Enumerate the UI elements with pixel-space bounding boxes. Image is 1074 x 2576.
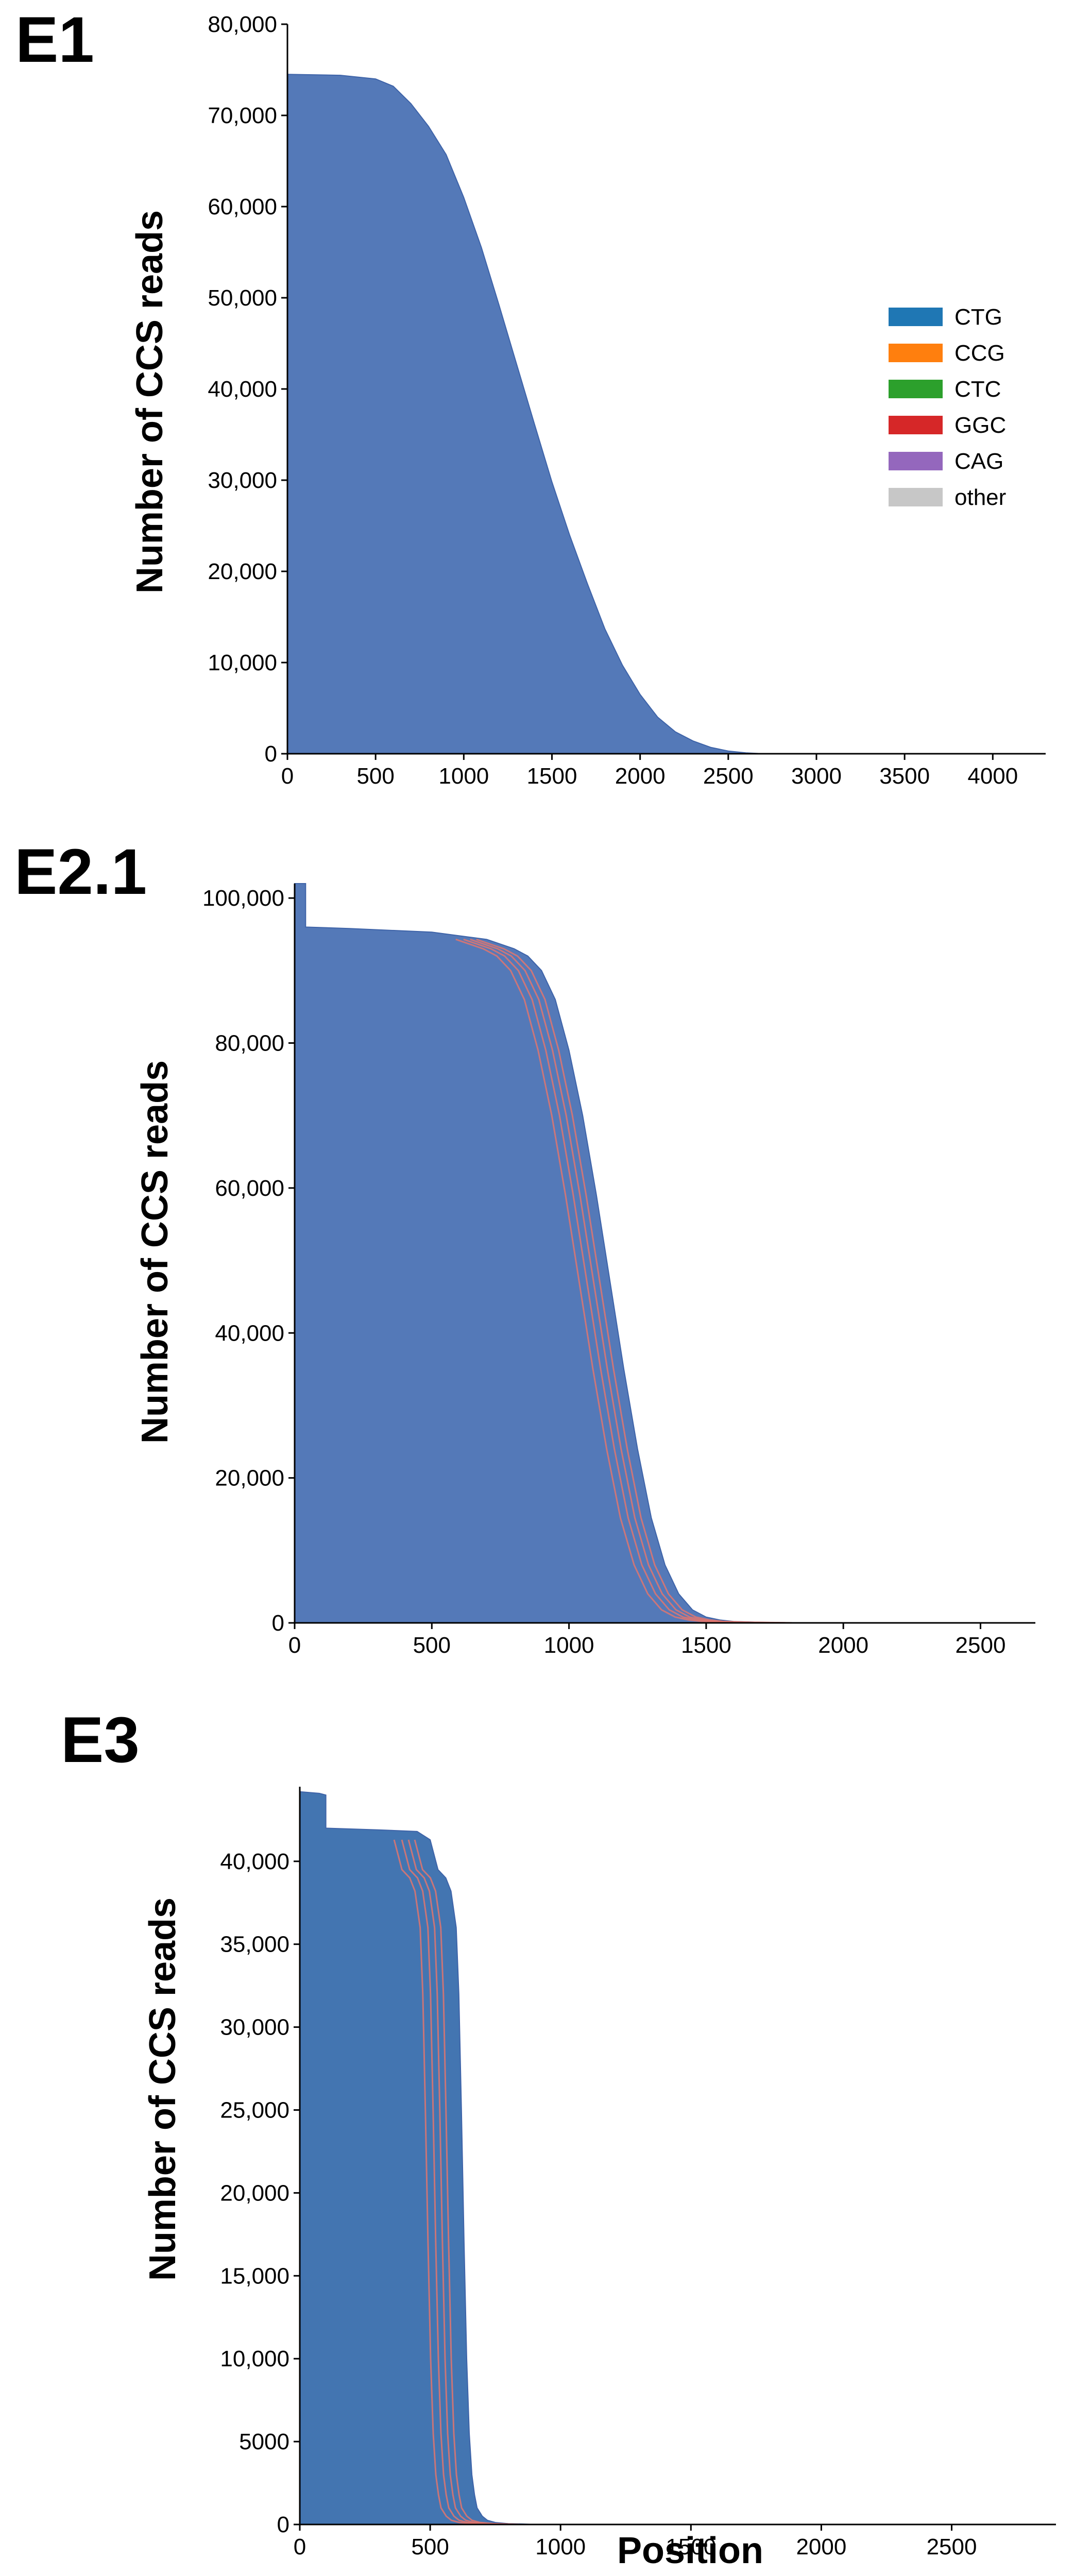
y-tick-label-e2-1-100000: 100,000: [202, 886, 284, 911]
plot-area-e1: 0 500 1000 1500 2000 2500 3000 3500 4000 0 10,000 2…: [208, 12, 1046, 789]
y-tick-label-e1-10000: 10,000: [208, 650, 277, 675]
area-series-e1-ctg: [287, 74, 1046, 754]
y-tick-label-e3-5000: 5000: [239, 2429, 289, 2454]
y-tick-label-e1-20000: 20,000: [208, 559, 277, 584]
x-tick-label-e3-1000: 1000: [535, 2534, 586, 2560]
legend-swatch-ggc: [889, 416, 943, 434]
x-tick-label-e3-2500: 2500: [927, 2534, 977, 2560]
x-tick-label-e1-2500: 2500: [703, 764, 754, 789]
y-tick-label-e3-0: 0: [277, 2512, 289, 2537]
legend-label-cag: CAG: [954, 449, 1003, 474]
legend-swatch-ctg: [889, 308, 943, 326]
x-tick-label-e1-2000: 2000: [615, 764, 666, 789]
panel-label-e1: E1: [15, 4, 94, 76]
y-tick-label-e1-50000: 50,000: [208, 285, 277, 311]
legend-label-ctc: CTC: [954, 377, 1001, 402]
panel-label-e3: E3: [61, 1704, 140, 1776]
stripe-e2-1-ccg-3: [476, 938, 792, 1624]
x-tick-label-e2-1-2000: 2000: [818, 1633, 868, 1658]
panel-e1: E1 0 500 1000 1500 2000 2500 3000 3500 4000 0 10,0…: [15, 4, 1046, 789]
panel-e3: E3 0 500 1000 1500 2000 2500 0 5000 10,000 15,000…: [61, 1704, 1056, 2571]
y-tick-label-e3-35000: 35,000: [220, 1932, 289, 1957]
y-tick-label-e1-60000: 60,000: [208, 194, 277, 219]
y-tick-label-e3-25000: 25,000: [220, 2098, 289, 2123]
y-tick-label-e1-0: 0: [265, 741, 277, 767]
stripe-e3-ccg-0: [393, 1839, 499, 2526]
y-tick-label-e3-40000: 40,000: [220, 1849, 289, 1874]
y-tick-label-e3-30000: 30,000: [220, 2015, 289, 2040]
stripe-e2-1-ccg-0: [455, 938, 772, 1624]
y-tick-label-e3-15000: 15,000: [220, 2263, 289, 2289]
x-tick-label-e3-2000: 2000: [796, 2534, 846, 2560]
x-tick-label-e2-1-1500: 1500: [681, 1633, 731, 1658]
legend-label-ccg: CCG: [954, 341, 1005, 366]
y-tick-label-e2-1-0: 0: [272, 1611, 284, 1636]
x-tick-label-e1-4000: 4000: [967, 764, 1018, 789]
y-tick-label-e2-1-80000: 80,000: [215, 1031, 284, 1056]
y-tick-label-e2-1-40000: 40,000: [215, 1320, 284, 1346]
x-tick-label-e1-1500: 1500: [527, 764, 577, 789]
x-tick-label-e3-0: 0: [294, 2534, 306, 2560]
panel-e2-1: E2.1 0 500 1000 1500 2000 2500 0 20,000 40,000 60…: [14, 836, 1035, 1658]
x-tick-label-e3-1500: 1500: [666, 2534, 716, 2560]
x-tick-label-e1-3000: 3000: [791, 764, 842, 789]
legend-label-ctg: CTG: [954, 304, 1002, 330]
x-axis-title-e3: Position: [617, 2530, 763, 2571]
stripe-e2-1-ccg-1: [463, 938, 779, 1624]
y-axis-title-e3: Number of CCS reads: [142, 1897, 183, 2281]
legend-swatch-ctc: [889, 380, 943, 398]
y-axis-title-e1: Number of CCS reads: [129, 210, 171, 594]
y-tick-label-e1-80000: 80,000: [208, 12, 277, 37]
y-tick-label-e3-20000: 20,000: [220, 2180, 289, 2206]
legend-swatch-ccg: [889, 344, 943, 362]
x-tick-label-e1-1000: 1000: [438, 764, 489, 789]
legend-swatch-cag: [889, 452, 943, 470]
y-tick-label-e2-1-60000: 60,000: [215, 1176, 284, 1201]
plot-area-e2-1: 0 500 1000 1500 2000 2500 0 20,000 40,000 60,000 8…: [202, 883, 1035, 1658]
x-tick-label-e1-0: 0: [281, 764, 294, 789]
legend-label-ggc: GGC: [954, 413, 1006, 438]
x-tick-label-e2-1-2500: 2500: [956, 1633, 1006, 1658]
legend-e1: CTG CCG CTC GGC CAG other: [889, 304, 1006, 510]
x-tick-label-e1-3500: 3500: [879, 764, 930, 789]
x-tick-label-e3-500: 500: [411, 2534, 449, 2560]
y-axis-title-e2-1: Number of CCS reads: [134, 1060, 176, 1444]
y-tick-label-e1-40000: 40,000: [208, 377, 277, 402]
stripe-e3-ccg-1: [401, 1839, 506, 2526]
plot-area-e3: 0 500 1000 1500 2000 2500 0 5000 10,000 15,000 20,…: [220, 1787, 1056, 2560]
stripe-e3-ccg-2: [407, 1839, 513, 2526]
x-tick-label-e2-1-1000: 1000: [544, 1633, 594, 1658]
area-series-e3-ctg: [299, 1791, 1056, 2525]
legend-label-other: other: [954, 485, 1006, 510]
y-tick-label-e3-10000: 10,000: [220, 2346, 289, 2371]
y-tick-label-e1-70000: 70,000: [208, 103, 277, 128]
panel-label-e2-1: E2.1: [14, 836, 147, 908]
y-tick-label-e2-1-20000: 20,000: [215, 1466, 284, 1491]
area-series-e2-1-ctg: [294, 883, 1035, 1623]
x-tick-label-e1-500: 500: [356, 764, 394, 789]
legend-swatch-other: [889, 488, 943, 506]
stripe-e2-1-ccg-2: [470, 938, 786, 1624]
y-tick-label-e1-30000: 30,000: [208, 468, 277, 493]
x-tick-label-e2-1-500: 500: [413, 1633, 451, 1658]
x-tick-label-e2-1-0: 0: [288, 1633, 301, 1658]
stripe-e3-ccg-3: [414, 1839, 519, 2526]
